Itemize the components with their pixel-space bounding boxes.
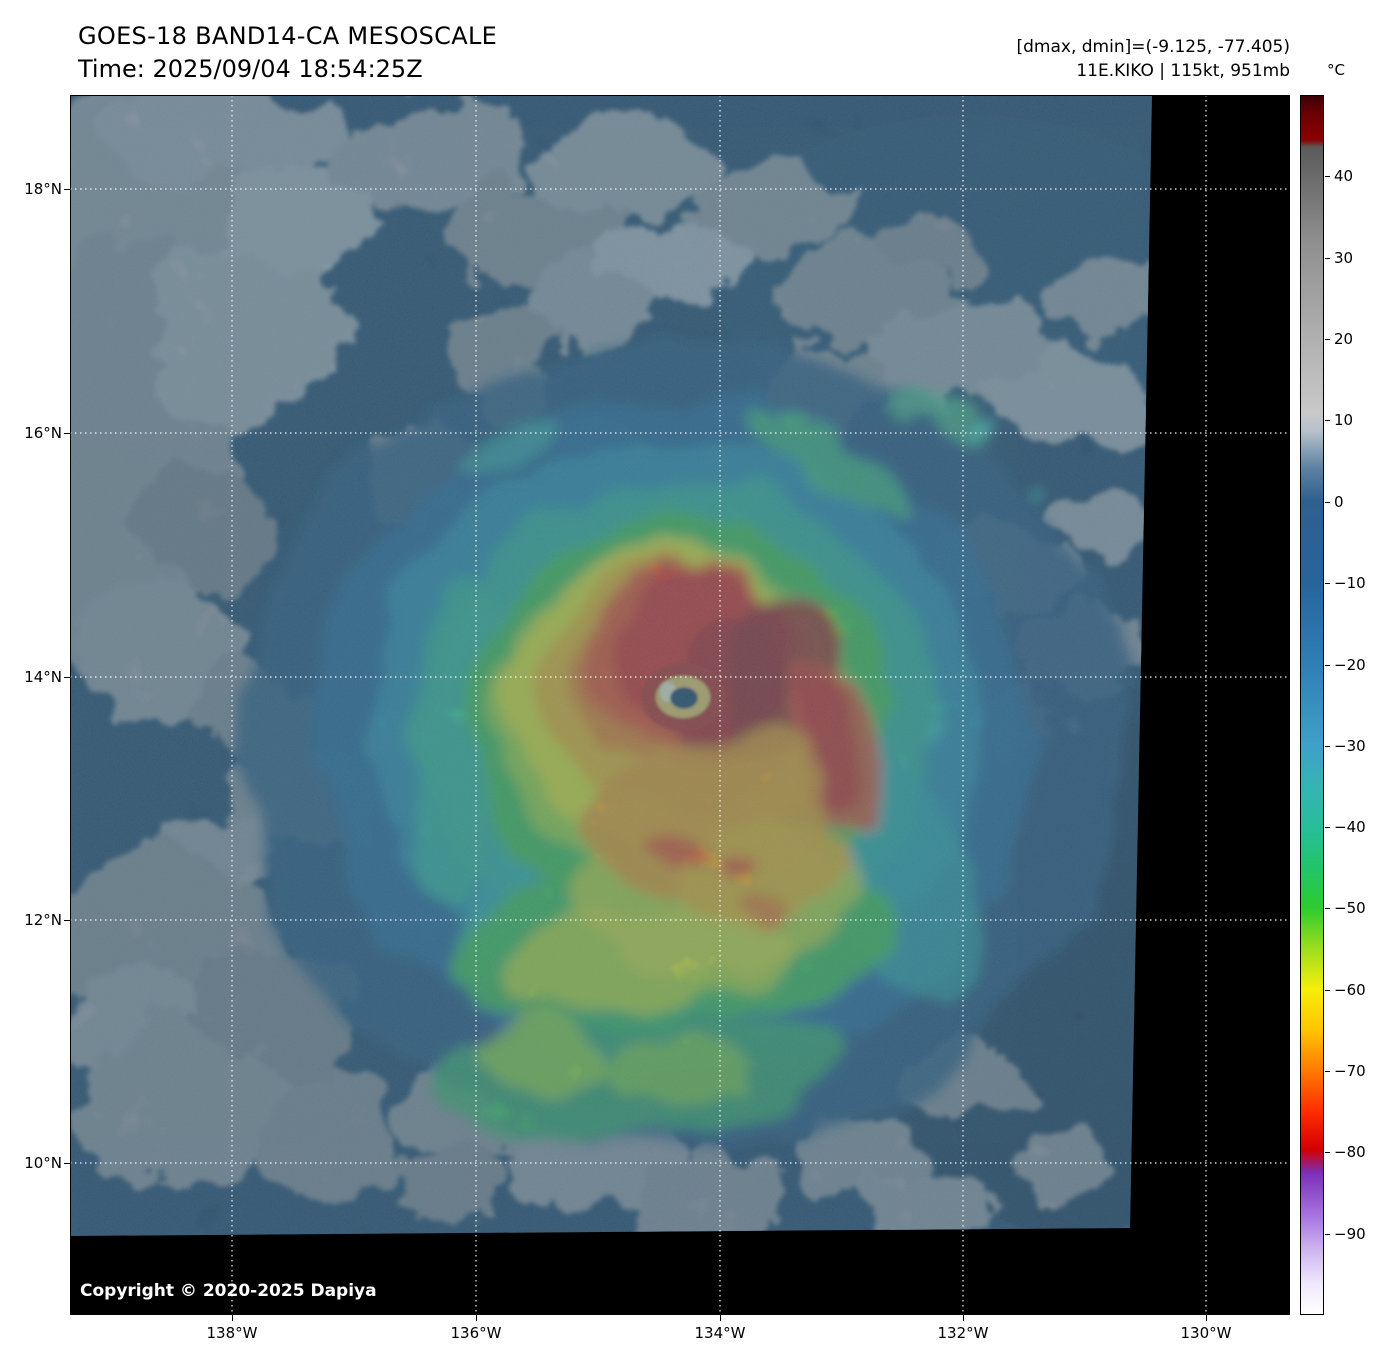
colorbar-tick-label: −80: [1334, 1143, 1366, 1161]
colorbar-tick: [1325, 583, 1330, 584]
lon-label: 130°W: [1180, 1324, 1232, 1342]
colorbar-tick-label: −30: [1334, 737, 1366, 755]
lon-label: 132°W: [937, 1324, 989, 1342]
y-tick: [64, 433, 70, 434]
colorbar-tick: [1325, 827, 1330, 828]
colorbar-tick: [1325, 339, 1330, 340]
x-tick: [1206, 1315, 1207, 1321]
colorbar-tick-label: −10: [1334, 574, 1366, 592]
colorbar-tick: [1325, 665, 1330, 666]
colorbar-tick: [1325, 908, 1330, 909]
lat-label: 10°N: [24, 1154, 62, 1172]
colorbar-tick: [1325, 1152, 1330, 1153]
satellite-scene: [70, 95, 1290, 1315]
figure-time: Time: 2025/09/04 18:54:25Z: [78, 55, 423, 83]
colorbar-tick: [1325, 990, 1330, 991]
colorbar-unit-label: °C: [1327, 61, 1345, 79]
lat-label: 14°N: [24, 668, 62, 686]
colorbar-tick-label: 10: [1334, 411, 1354, 429]
temperature-colorbar: [1300, 95, 1324, 1315]
lat-label: 18°N: [24, 180, 62, 198]
colorbar-tick-label: −90: [1334, 1225, 1366, 1243]
colorbar-tick: [1325, 1071, 1330, 1072]
lon-label: 138°W: [206, 1324, 258, 1342]
colorbar-tick-label: −20: [1334, 656, 1366, 674]
y-tick: [64, 677, 70, 678]
colorbar-tick: [1325, 176, 1330, 177]
colorbar-tick: [1325, 420, 1330, 421]
lat-label: 16°N: [24, 424, 62, 442]
colorbar-tick-label: −70: [1334, 1062, 1366, 1080]
x-tick: [232, 1315, 233, 1321]
x-tick: [963, 1315, 964, 1321]
figure-title: GOES-18 BAND14-CA MESOSCALE: [78, 22, 498, 50]
colorbar-tick-label: 40: [1334, 167, 1354, 185]
colorbar-tick-label: −40: [1334, 818, 1366, 836]
x-tick: [476, 1315, 477, 1321]
data-swath: [70, 95, 1152, 1236]
y-tick: [64, 1163, 70, 1164]
colorbar-tick: [1325, 746, 1330, 747]
y-tick: [64, 920, 70, 921]
copyright-notice: Copyright © 2020-2025 Dapiya: [80, 1281, 377, 1301]
lon-label: 134°W: [694, 1324, 746, 1342]
data-range-label: [dmax, dmin]=(-9.125, -77.405): [1016, 37, 1291, 57]
lon-label: 136°W: [450, 1324, 502, 1342]
lat-label: 12°N: [24, 911, 62, 929]
colorbar-tick-label: 0: [1334, 493, 1344, 511]
satellite-image: [70, 95, 1290, 1315]
colorbar-tick-label: 20: [1334, 330, 1354, 348]
colorbar-tick: [1325, 1234, 1330, 1235]
plot-border: [70, 95, 1290, 1315]
colorbar-tick-label: 30: [1334, 249, 1354, 267]
storm-info-label: 11E.KIKO | 115kt, 951mb: [1076, 61, 1290, 81]
colorbar-tick-label: −60: [1334, 981, 1366, 999]
y-tick: [64, 189, 70, 190]
colorbar-tick: [1325, 258, 1330, 259]
colorbar-tick: [1325, 502, 1330, 503]
colorbar-tick-label: −50: [1334, 899, 1366, 917]
x-tick: [720, 1315, 721, 1321]
gridlines: [70, 95, 1290, 1315]
